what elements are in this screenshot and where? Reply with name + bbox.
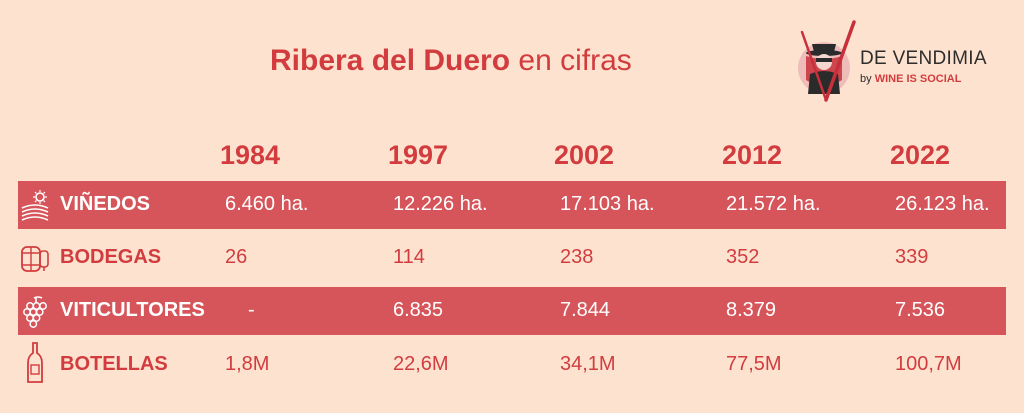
logo: DE VENDIMIA by WINE IS SOCIAL — [796, 18, 1011, 108]
table-cell: 339 — [895, 246, 929, 268]
table-cell: 34,1M — [560, 353, 616, 375]
logo-name: DE VENDIMIA — [860, 48, 987, 69]
row-band — [18, 181, 1006, 229]
table-cell: 77,5M — [726, 353, 782, 375]
logo-mark-icon — [798, 20, 856, 102]
bottle-icon — [20, 341, 50, 385]
table-cell: 100,7M — [895, 353, 962, 375]
grapes-icon — [20, 294, 50, 328]
logo-by: by — [860, 73, 872, 85]
row-band — [18, 287, 1006, 335]
year-1984: 1984 — [220, 140, 281, 170]
year-2022: 2022 — [890, 140, 951, 170]
row-label: VIÑEDOS — [60, 193, 151, 215]
table-cell: 7.536 — [895, 299, 946, 321]
table-cell: 238 — [560, 246, 594, 268]
barrel-icon — [20, 241, 50, 275]
table-cell: 12.226 ha. — [393, 193, 488, 215]
year-2012: 2012 — [722, 140, 783, 170]
table-cell: - — [248, 299, 255, 321]
table-cell: 21.572 ha. — [726, 193, 821, 215]
logo-brand: WINE IS SOCIAL — [874, 73, 962, 85]
table-cell: 26 — [225, 246, 248, 268]
title-light: en cifras — [518, 44, 632, 77]
table-cell: 8.379 — [726, 299, 777, 321]
row-label: BODEGAS — [60, 246, 162, 268]
table-cell: 352 — [726, 246, 760, 268]
row-label: VITICULTORES — [60, 299, 205, 321]
year-2002: 2002 — [554, 140, 615, 170]
table-cell: 7.844 — [560, 299, 611, 321]
page-title: Ribera del Duero en cifras — [270, 44, 632, 78]
table-cell: 26.123 ha. — [895, 193, 990, 215]
table-cell: 6.835 — [393, 299, 444, 321]
table-cell: 114 — [393, 246, 425, 268]
table-cell: 22,6M — [393, 353, 449, 375]
row-label: BOTELLAS — [60, 353, 168, 375]
table-cell: 17.103 ha. — [560, 193, 655, 215]
year-1997: 1997 — [388, 140, 449, 170]
logo-byline: by WINE IS SOCIAL — [860, 73, 961, 85]
title-bold: Ribera del Duero — [270, 44, 511, 77]
table-cell: 6.460 ha. — [225, 193, 309, 215]
vineyard-icon — [20, 188, 50, 222]
table-cell: 1,8M — [225, 353, 270, 375]
